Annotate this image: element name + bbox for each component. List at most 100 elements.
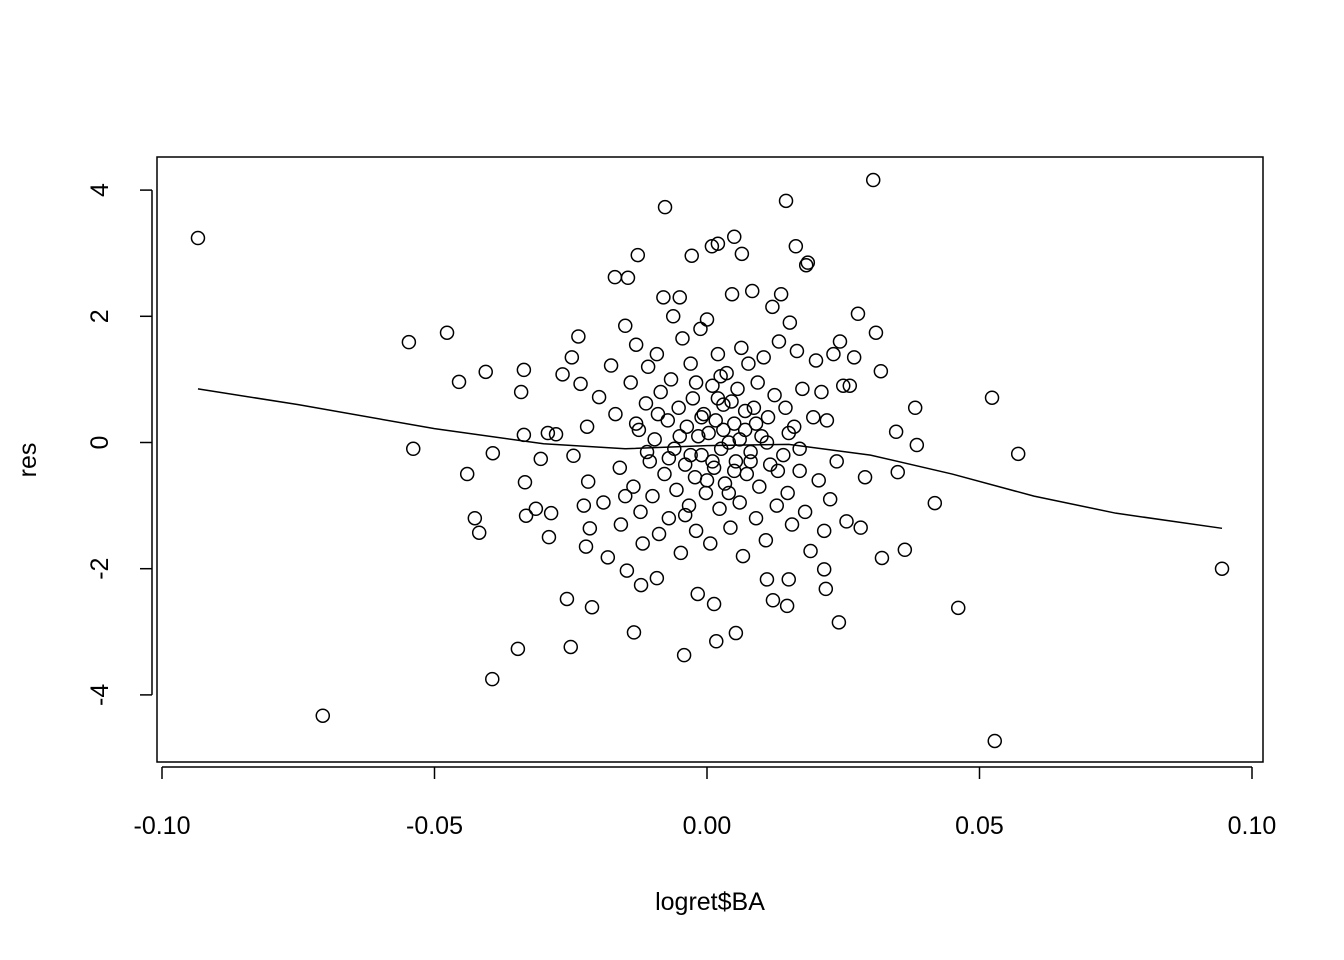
data-point (987, 733, 1003, 749)
data-point (683, 356, 698, 371)
data-point (665, 309, 681, 324)
data-point (660, 413, 676, 428)
data-point (485, 445, 501, 461)
data-point (628, 416, 644, 431)
data-point (513, 384, 529, 400)
data-point (811, 473, 826, 488)
data-point (628, 337, 644, 352)
data-point (706, 596, 722, 612)
data-point (607, 269, 623, 285)
data-point (739, 466, 755, 482)
data-point (724, 286, 740, 302)
data-point (784, 517, 800, 532)
data-point (767, 387, 782, 403)
data-point (829, 454, 844, 469)
data-point (789, 343, 805, 359)
data-point (950, 600, 966, 616)
data-point (788, 239, 804, 254)
data-point (746, 400, 762, 416)
data-point (716, 422, 731, 438)
data-point (635, 536, 650, 551)
x-tick-label: 0.10 (1228, 812, 1277, 840)
data-point (795, 381, 810, 397)
data-point (709, 634, 724, 649)
y-tick-label: 0 (86, 436, 114, 450)
data-point (559, 591, 575, 607)
data-point (677, 507, 693, 523)
data-point (826, 346, 841, 362)
data-point (563, 639, 578, 655)
data-point (672, 290, 687, 305)
data-point (638, 396, 654, 411)
y-tick-label: 4 (86, 183, 114, 197)
data-point (748, 510, 764, 526)
data-point (792, 441, 807, 457)
data-point (651, 526, 667, 542)
data-point (647, 432, 662, 447)
data-point (640, 359, 656, 375)
data-point (776, 447, 791, 463)
data-point (612, 460, 628, 475)
data-point (765, 593, 781, 608)
data-point (712, 501, 727, 517)
data-point (865, 172, 881, 188)
data-point (679, 419, 695, 434)
data-point (566, 448, 581, 464)
data-point (797, 504, 813, 520)
data-point (792, 463, 807, 479)
data-point (691, 428, 706, 444)
data-point (618, 318, 633, 334)
data-point (633, 504, 648, 520)
data-point (649, 346, 665, 362)
data-point (814, 384, 829, 400)
data-point (708, 413, 723, 428)
data-point (836, 378, 851, 393)
data-point (694, 447, 709, 463)
data-point (626, 479, 641, 494)
data-point (579, 419, 595, 434)
data-point (401, 334, 417, 350)
data-point (907, 400, 923, 416)
data-point (690, 586, 705, 602)
data-point (778, 400, 793, 416)
data-point (771, 334, 787, 349)
data-point (683, 447, 698, 463)
y-axis-label: res (14, 443, 42, 478)
x-tick-label: 0.05 (955, 812, 1004, 840)
data-point (471, 525, 487, 540)
data-point (633, 577, 649, 593)
data-point (909, 437, 925, 453)
data-point (555, 367, 570, 382)
data-point (857, 469, 873, 485)
data-point (528, 501, 544, 517)
data-point (873, 363, 889, 379)
x-axis-label: logret$BA (655, 888, 765, 916)
data-point (459, 466, 475, 482)
data-point (853, 520, 868, 535)
x-tick-label: 0.00 (683, 812, 732, 840)
data-point (603, 358, 619, 373)
data-point (578, 539, 594, 554)
data-point (724, 394, 739, 409)
points-layer (190, 172, 1230, 749)
data-point (516, 362, 532, 378)
data-point (890, 464, 905, 480)
data-point (467, 510, 483, 526)
data-point (984, 390, 1000, 405)
data-point (190, 230, 206, 246)
data-point (770, 463, 786, 479)
data-point (874, 550, 890, 566)
data-point (773, 286, 789, 302)
data-point (759, 435, 775, 450)
data-point (630, 247, 646, 263)
data-point (618, 488, 633, 504)
lowess-smooth-line (197, 388, 1223, 530)
data-point (710, 391, 726, 406)
data-point (699, 473, 715, 488)
data-point (798, 257, 814, 273)
data-point (732, 495, 747, 510)
data-point (839, 514, 854, 529)
data-point (743, 454, 758, 469)
data-point (543, 505, 559, 521)
data-point (721, 435, 737, 450)
